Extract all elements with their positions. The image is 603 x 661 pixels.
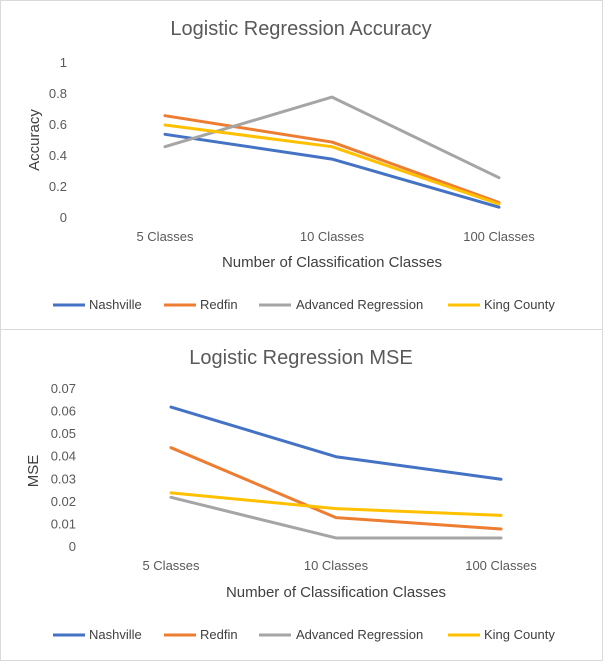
y-tick-label: 0.02: [51, 494, 76, 509]
x-axis-label: Number of Classification Classes: [226, 584, 446, 601]
y-tick-label: 0.03: [51, 471, 76, 486]
x-tick-label: 5 Classes: [142, 558, 200, 573]
series-line-advanced-regression: [169, 495, 503, 540]
legend-label-advanced-regression: Advanced Regression: [296, 627, 423, 642]
legend: Nashville Redfin Advanced Regression King C…: [53, 297, 555, 312]
legend-label-king-county: King County: [484, 627, 555, 642]
accuracy-chart: Logistic Regression Accuracy Number of C…: [26, 18, 555, 312]
y-axis-label: MSE: [25, 455, 42, 488]
y-tick-label: 0.04: [51, 449, 76, 464]
y-tick-label: 0.01: [51, 516, 76, 531]
series-lines: [169, 405, 503, 540]
y-tick-label: 0.05: [51, 426, 76, 441]
accuracy-chart-panel: Logistic Regression Accuracy Number of C…: [0, 0, 603, 330]
series-line-nashville: [169, 405, 503, 481]
y-tick-label: 0: [69, 539, 76, 554]
x-axis-ticks: 5 Classes 10 Classes 100 Classes: [136, 229, 535, 244]
x-tick-label: 10 Classes: [304, 558, 369, 573]
y-tick-label: 0.8: [49, 86, 67, 101]
y-tick-label: 0: [60, 210, 67, 225]
x-tick-label: 100 Classes: [463, 229, 535, 244]
series-line-nashville: [163, 132, 501, 209]
series-line-advanced-regression: [163, 95, 501, 180]
x-axis-ticks: 5 Classes 10 Classes 100 Classes: [142, 558, 537, 573]
series-lines: [163, 95, 501, 209]
x-tick-label: 5 Classes: [136, 229, 194, 244]
y-tick-label: 0.2: [49, 179, 67, 194]
y-tick-label: 0.4: [49, 148, 67, 163]
chart-title: Logistic Regression MSE: [189, 347, 412, 369]
chart-title: Logistic Regression Accuracy: [170, 18, 431, 40]
series-line-redfin: [169, 446, 503, 531]
y-axis-ticks: 0 0.01 0.02 0.03 0.04 0.05 0.06 0.07: [51, 381, 76, 554]
y-tick-label: 1: [60, 55, 67, 70]
x-tick-label: 10 Classes: [300, 229, 365, 244]
y-axis-ticks: 0 0.2 0.4 0.6 0.8 1: [49, 55, 67, 225]
y-tick-label: 0.6: [49, 117, 67, 132]
x-axis-label: Number of Classification Classes: [222, 254, 442, 271]
series-line-king-county: [163, 123, 501, 206]
legend-label-redfin: Redfin: [200, 627, 238, 642]
legend-label-nashville: Nashville: [89, 297, 142, 312]
mse-chart: Logistic Regression MSE Number of Classi…: [25, 347, 555, 642]
y-tick-label: 0.06: [51, 404, 76, 419]
legend-label-king-county: King County: [484, 297, 555, 312]
legend-label-redfin: Redfin: [200, 297, 238, 312]
x-tick-label: 100 Classes: [465, 558, 537, 573]
legend-label-nashville: Nashville: [89, 627, 142, 642]
legend: Nashville Redfin Advanced Regression King C…: [53, 627, 555, 642]
series-line-redfin: [163, 114, 501, 204]
series-line-king-county: [169, 491, 503, 517]
y-tick-label: 0.07: [51, 381, 76, 396]
y-axis-label: Accuracy: [26, 109, 43, 171]
mse-chart-panel: Logistic Regression MSE Number of Classi…: [0, 329, 603, 661]
legend-label-advanced-regression: Advanced Regression: [296, 297, 423, 312]
